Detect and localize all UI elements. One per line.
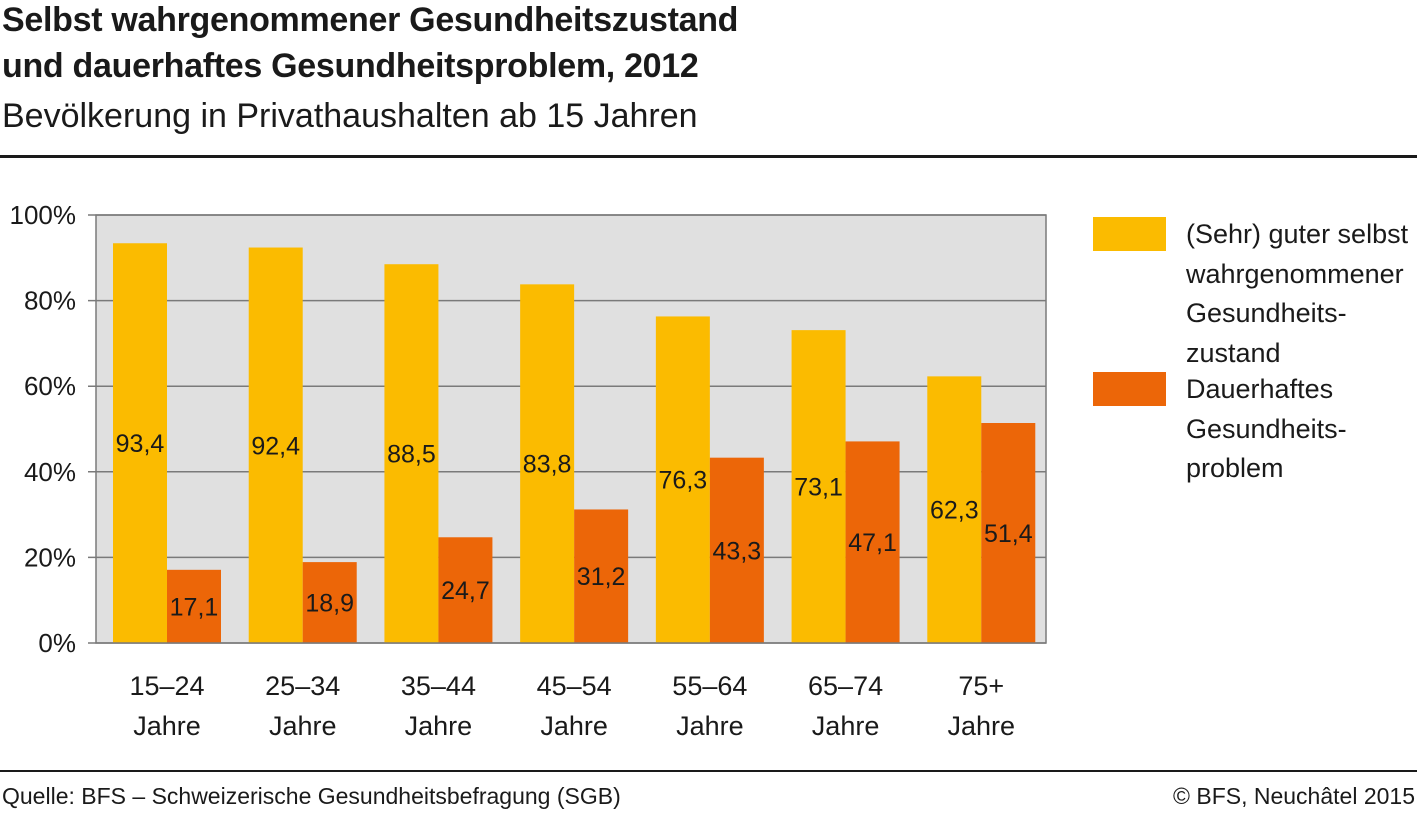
data-label: 92,4 — [251, 432, 300, 460]
bar-labels: 93,4 92,4 88,5 83,8 76,3 73,1 62,3 17,1 18,9 24,7… — [116, 430, 1033, 621]
data-label: 43,3 — [713, 537, 762, 565]
bar-good-health — [927, 376, 982, 643]
y-tick-label: 20% — [24, 542, 76, 572]
x-tick-label: 25–34 — [265, 671, 340, 701]
bar-good-health — [113, 243, 167, 644]
x-tick-label: Jahre — [676, 711, 744, 741]
bar-good-health — [520, 284, 575, 643]
y-tick-label: 40% — [24, 457, 76, 487]
bar-good-health — [248, 247, 303, 643]
title-line-1: Selbst wahrgenommener Gesundheitszustand — [2, 1, 739, 39]
bar-health-problem — [845, 441, 900, 643]
plot-frame — [95, 214, 1047, 644]
x-tick-label: 65–74 — [808, 671, 883, 701]
legend-line: Gesundheits- — [1186, 413, 1347, 444]
x-tick-label: 75+ — [958, 671, 1004, 701]
data-label: 93,4 — [116, 430, 165, 458]
bottom-divider — [0, 770, 1417, 772]
x-tick-label: 15–24 — [129, 671, 204, 701]
data-label: 31,2 — [577, 563, 626, 591]
bar-good-health — [655, 316, 710, 643]
legend-line: Dauerhaftes — [1186, 374, 1334, 404]
source-note: Quelle: BFS – Schweizerische Gesundheits… — [2, 783, 621, 809]
bar-health-problem — [302, 562, 357, 643]
bar-health-problem — [438, 537, 493, 643]
data-label: 88,5 — [387, 441, 436, 469]
legend-line: wahrgenommener — [1186, 258, 1404, 289]
legend-line: (Sehr) guter selbst — [1186, 219, 1409, 249]
data-label: 17,1 — [170, 593, 219, 621]
bar-chart: 0% 20% 40% 60% 80% 100% 93,4 92,4 88,5 83,8 76,3 7… — [10, 200, 1047, 741]
legend-line: Gesundheits- — [1186, 298, 1347, 328]
x-tick-label: Jahre — [948, 711, 1016, 741]
data-label: 83,8 — [523, 451, 572, 479]
x-tick-label: 55–64 — [672, 671, 747, 701]
legend-label-health-problem: Dauerhaftes Gesundheits- problem — [1186, 370, 1416, 489]
copyright-note: © BFS, Neuchâtel 2015 — [1173, 783, 1415, 809]
legend-line: zustand — [1186, 337, 1281, 368]
data-label: 24,7 — [441, 577, 490, 605]
bar-good-health — [384, 264, 439, 643]
bar-health-problem — [574, 509, 629, 643]
bars — [113, 243, 1036, 644]
x-axis: 15–24 Jahre 25–34 Jahre 35–44 Jahre 45–54 Jahre… — [129, 671, 1015, 741]
y-tick-label: 80% — [24, 286, 76, 316]
x-tick-label: Jahre — [133, 711, 201, 741]
x-tick-label: Jahre — [812, 711, 880, 741]
legend-line: problem — [1186, 453, 1284, 483]
y-tick-label: 0% — [38, 628, 76, 658]
data-label: 73,1 — [794, 474, 843, 502]
x-tick-label: 45–54 — [537, 671, 612, 701]
top-divider — [0, 155, 1417, 158]
data-label: 62,3 — [930, 497, 979, 525]
subtitle: Bevölkerung in Privathaushalten ab 15 Ja… — [2, 97, 698, 135]
legend-swatch-orange — [1093, 372, 1166, 406]
x-tick-label: 35–44 — [401, 671, 476, 701]
bar-health-problem — [167, 569, 221, 643]
x-tick-label: Jahre — [269, 711, 337, 741]
x-tick-label: Jahre — [405, 711, 473, 741]
data-label: 76,3 — [659, 467, 708, 495]
bar-health-problem — [709, 457, 764, 643]
y-axis: 0% 20% 40% 60% 80% 100% — [10, 200, 77, 658]
data-label: 18,9 — [305, 590, 354, 618]
y-tick-label: 100% — [10, 200, 77, 230]
legend-swatch-yellow — [1093, 217, 1166, 251]
title-line-2: und dauerhaftes Gesundheitsproblem, 2012 — [2, 47, 699, 85]
bar-good-health — [791, 330, 846, 643]
data-label: 51,4 — [984, 520, 1033, 548]
x-tick-label: Jahre — [540, 711, 608, 741]
y-tick-label: 60% — [24, 371, 76, 401]
bar-health-problem — [981, 423, 1036, 643]
legend-label-good-health: (Sehr) guter selbst wahrgenommener Gesun… — [1186, 215, 1416, 373]
data-label: 47,1 — [848, 529, 897, 557]
